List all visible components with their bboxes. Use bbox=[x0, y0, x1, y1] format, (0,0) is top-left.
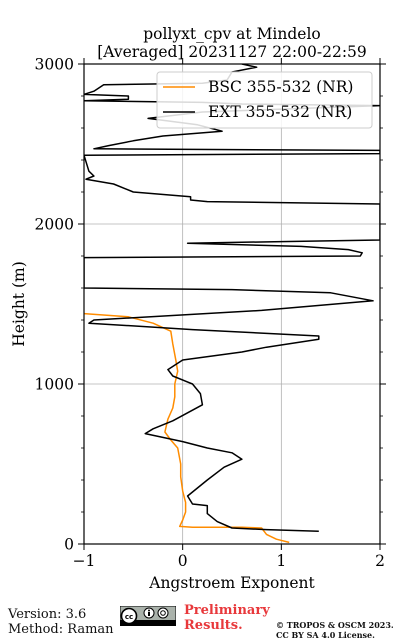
series-layer bbox=[84, 64, 380, 544]
x-tick-label-3: 2 bbox=[375, 552, 385, 570]
series-line-1 bbox=[84, 64, 380, 532]
legend-box bbox=[156, 71, 373, 129]
cc-by-sa-icon: cc bbox=[120, 606, 176, 626]
plot-frame bbox=[83, 63, 381, 545]
preliminary-line2: Results. bbox=[184, 618, 243, 633]
legend-label-ext: EXT 355-532 (NR) bbox=[208, 103, 352, 121]
y-tick-label-3: 3000 bbox=[35, 56, 74, 74]
copyright-line1: © TROPOS & OSCM 2023. bbox=[276, 620, 394, 630]
preliminary-line1: Preliminary bbox=[184, 603, 270, 618]
copyright-notice: © TROPOS & OSCM 2023. CC BY SA 4.0 Licen… bbox=[276, 620, 394, 640]
x-tick-label-0: −1 bbox=[73, 552, 96, 570]
method-text: Method: Raman bbox=[8, 622, 114, 637]
version-text: Version: 3.6 bbox=[8, 607, 87, 622]
y-tick-label-0: 0 bbox=[64, 536, 74, 554]
y-axis-label: Height (m) bbox=[10, 261, 28, 347]
y-tick-label-1: 1000 bbox=[35, 376, 74, 394]
copyright-line2: CC BY SA 4.0 License. bbox=[276, 630, 375, 640]
chart-title: pollyxt_cpv at Mindelo bbox=[143, 25, 321, 43]
x-tick-label-2: 1 bbox=[276, 552, 286, 570]
x-tick-label-1: 0 bbox=[178, 552, 188, 570]
y-tick-label-2: 2000 bbox=[35, 216, 74, 234]
preliminary-results-label: Preliminary Results. bbox=[184, 603, 270, 633]
legend: BSC 355-532 (NR) EXT 355-532 (NR) bbox=[156, 71, 373, 129]
svg-text:cc: cc bbox=[125, 613, 133, 621]
chart-subtitle: [Averaged] 20231127 22:00-22:59 bbox=[97, 43, 367, 61]
x-axis-label: Angstroem Exponent bbox=[148, 574, 315, 592]
legend-label-bsc: BSC 355-532 (NR) bbox=[208, 78, 353, 96]
series-line-0 bbox=[84, 312, 290, 544]
